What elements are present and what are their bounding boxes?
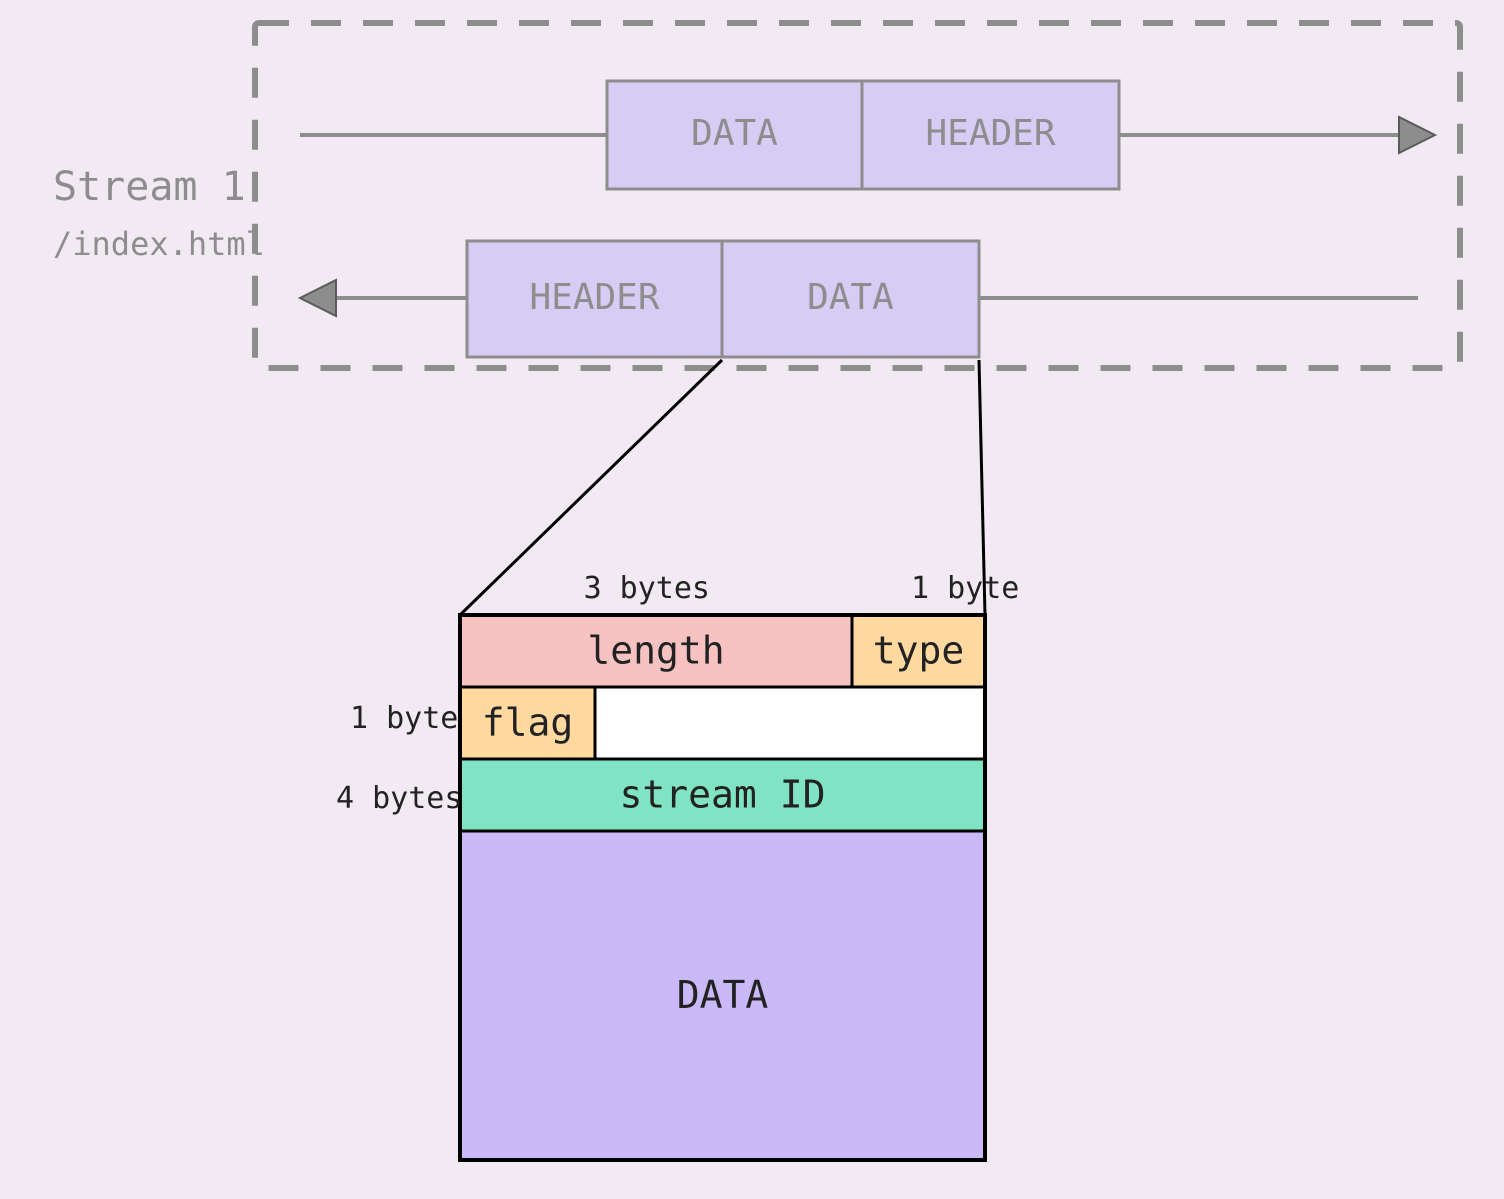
size-label-flag: 1 byte	[350, 701, 458, 736]
detail-cell-label-0-1: type	[873, 629, 965, 673]
size-label-streamid: 4 bytes	[336, 781, 462, 816]
detail-cell-label-3-0: DATA	[677, 973, 769, 1017]
diagram-root: DATA HEADER HEADER DATA Stream 1/index.html l…	[0, 0, 1504, 1199]
top-frame-0-label: DATA	[691, 113, 778, 154]
bottom-frame-1-label: DATA	[807, 277, 894, 318]
top-frame-1-label: HEADER	[925, 113, 1055, 154]
stream-title: Stream 1	[53, 164, 246, 210]
detail-cell-label-0-0: length	[587, 629, 724, 673]
detail-cell-label-2-0: stream ID	[620, 773, 826, 817]
size-label-length: 3 bytes	[584, 571, 710, 606]
size-label-type: 1 byte	[911, 571, 1019, 606]
detail-cell-1-1	[595, 687, 985, 759]
stream-path: /index.html	[53, 225, 265, 263]
detail-cell-label-1-0: flag	[482, 701, 574, 745]
bottom-frame-0-label: HEADER	[529, 277, 659, 318]
